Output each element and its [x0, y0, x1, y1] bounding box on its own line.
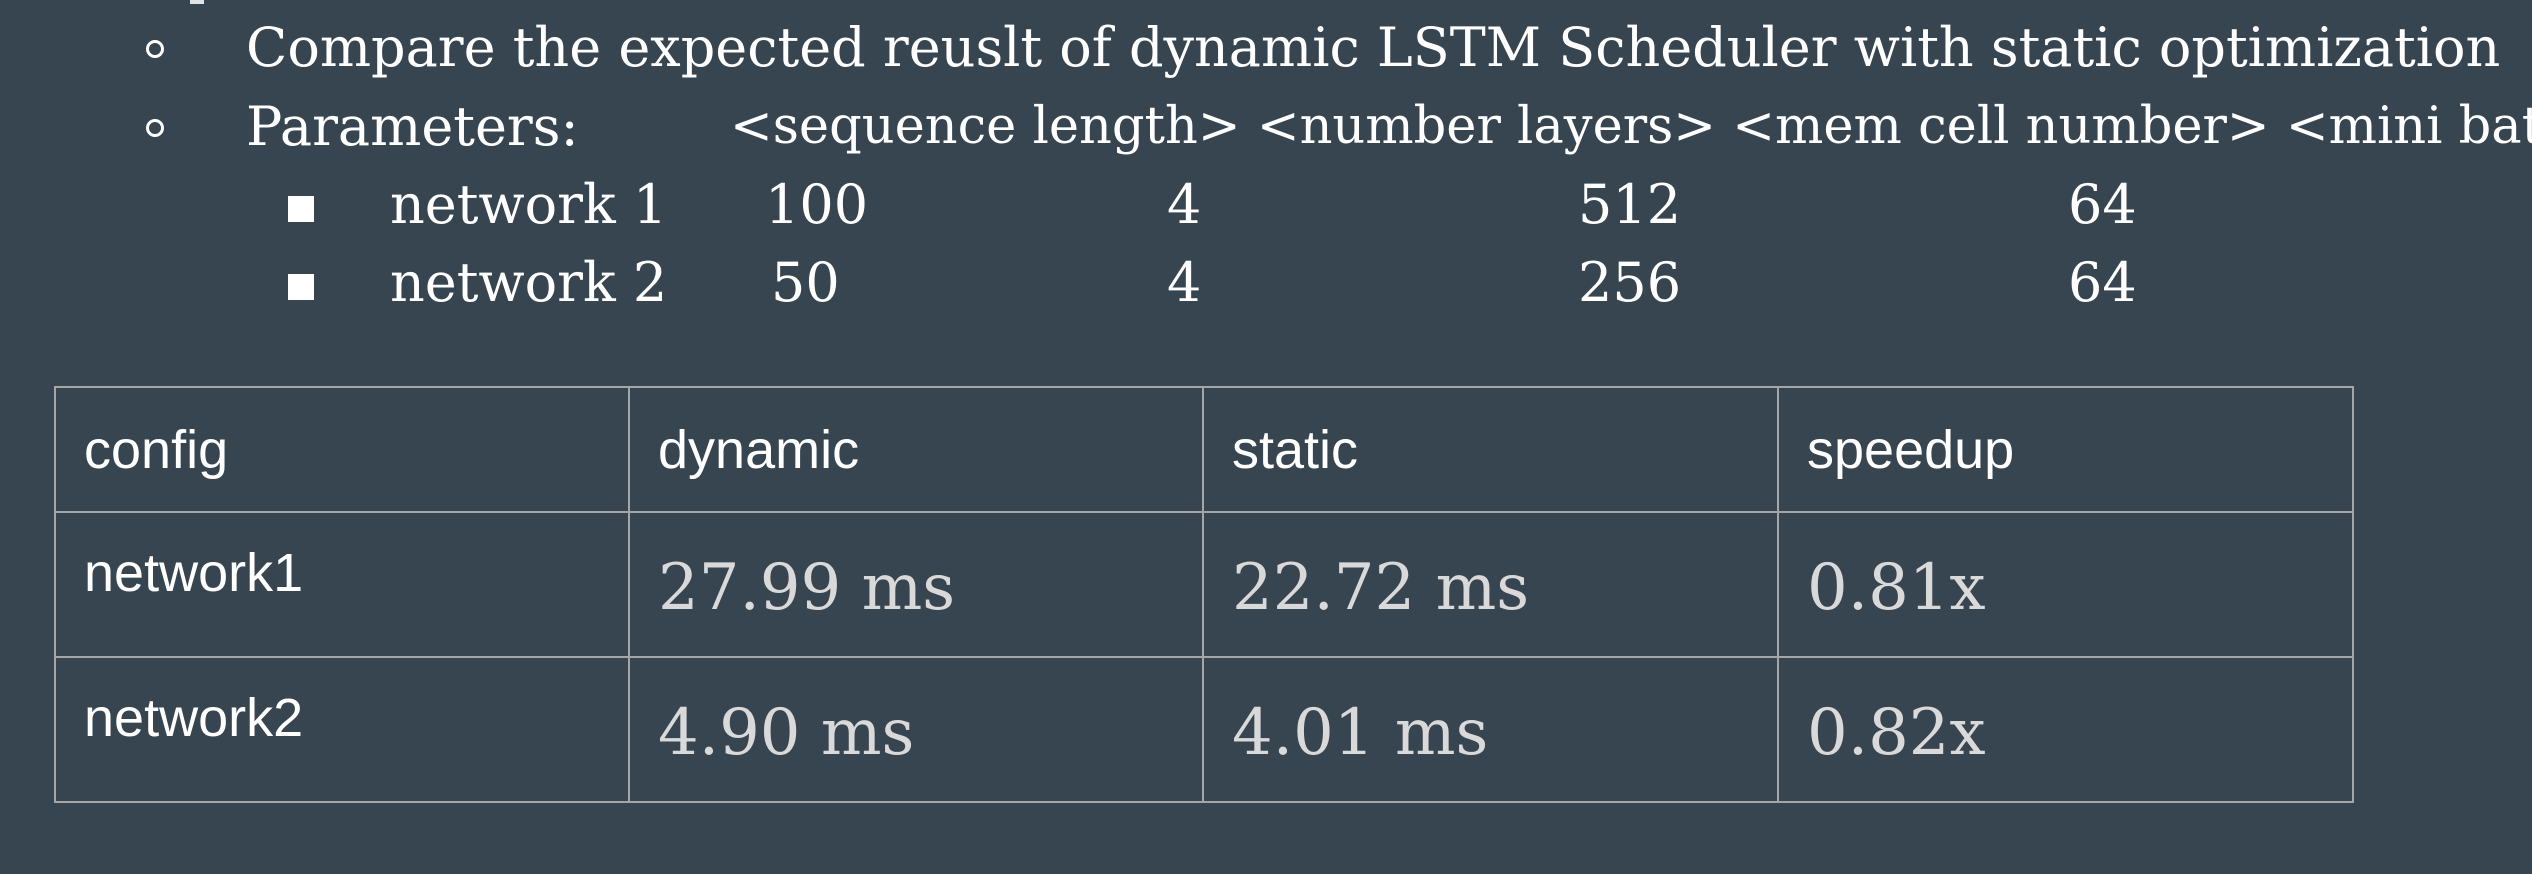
- table-header-cell: config: [54, 386, 630, 513]
- parameters-label: Parameters:: [246, 95, 579, 158]
- network-1-mem-cell-number: 512: [1578, 173, 1682, 236]
- network-2-number-layers: 4: [1167, 251, 1202, 314]
- row-config-label: network2: [84, 687, 304, 748]
- table-row: network1 27.99 ms 22.72 ms 0.81x: [54, 511, 2354, 658]
- header-config: config: [84, 419, 229, 480]
- table-cell: 22.72 ms: [1202, 511, 1779, 658]
- parameters-header: <sequence length> <number layers> <mem c…: [730, 97, 2532, 156]
- table-cell: 27.99 ms: [628, 511, 1204, 658]
- compare-text: Compare the expected reuslt of dynamic L…: [246, 16, 2501, 79]
- table-header-cell: static: [1202, 386, 1779, 513]
- results-table: config dynamic static speedup network1 2…: [54, 386, 2354, 803]
- static-value: 22.72 ms: [1232, 550, 1530, 625]
- table-cell: 0.82x: [1777, 656, 2354, 803]
- table-cell: 4.01 ms: [1202, 656, 1779, 803]
- cropped-bullet-fragment: [190, 0, 204, 4]
- network-1-name: network 1: [390, 173, 668, 236]
- table-header-row: config dynamic static speedup: [54, 386, 2354, 513]
- square-bullet-icon: [288, 196, 314, 222]
- table-cell: network2: [54, 656, 630, 803]
- row-config-label: network1: [84, 542, 304, 603]
- network-1-sequence-length: 100: [765, 173, 869, 236]
- table-header-cell: speedup: [1777, 386, 2354, 513]
- header-dynamic: dynamic: [658, 419, 860, 480]
- network-2-mem-cell-number: 256: [1578, 251, 1682, 314]
- table-row: network2 4.90 ms 4.01 ms 0.82x: [54, 656, 2354, 803]
- header-speedup: speedup: [1807, 419, 2015, 480]
- header-static: static: [1232, 419, 1359, 480]
- network-2-sequence-length: 50: [771, 251, 840, 314]
- dynamic-value: 4.90 ms: [658, 695, 915, 770]
- table-cell: network1: [54, 511, 630, 658]
- table-header-cell: dynamic: [628, 386, 1204, 513]
- circle-bullet-icon: [146, 40, 164, 58]
- speedup-value: 0.81x: [1807, 550, 1986, 625]
- network-1-mini-batch: 64: [2068, 173, 2137, 236]
- speedup-value: 0.82x: [1807, 695, 1986, 770]
- dynamic-value: 27.99 ms: [658, 550, 956, 625]
- network-1-number-layers: 4: [1167, 173, 1202, 236]
- square-bullet-icon: [288, 274, 314, 300]
- network-2-name: network 2: [390, 251, 668, 314]
- circle-bullet-icon: [146, 119, 164, 137]
- table-cell: 4.90 ms: [628, 656, 1204, 803]
- table-cell: 0.81x: [1777, 511, 2354, 658]
- network-2-mini-batch: 64: [2068, 251, 2137, 314]
- static-value: 4.01 ms: [1232, 695, 1489, 770]
